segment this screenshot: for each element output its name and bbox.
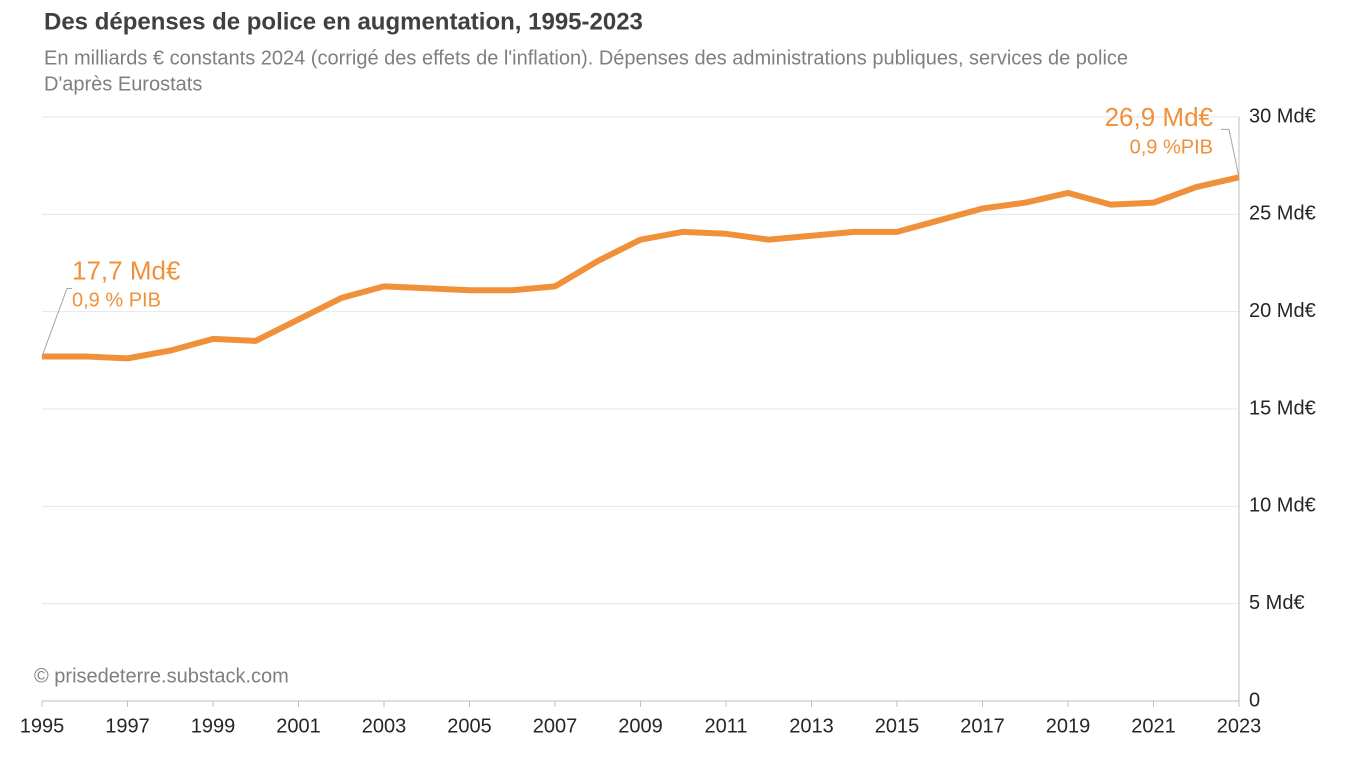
y-tick-label: 0 <box>1249 689 1260 711</box>
chart-source: D'après Eurostats <box>44 73 202 95</box>
x-tick-label: 2013 <box>789 715 834 737</box>
x-tick-label: 2009 <box>618 715 663 737</box>
x-tick-label: 2021 <box>1131 715 1176 737</box>
chart-title: Des dépenses de police en augmentation, … <box>44 8 643 35</box>
x-tick-label: 2015 <box>875 715 920 737</box>
y-tick-label: 20 Md€ <box>1249 300 1316 322</box>
y-tick-label: 15 Md€ <box>1249 397 1316 419</box>
annotation-note: 0,9 % PIB <box>72 290 161 312</box>
x-tick-label: 2017 <box>960 715 1005 737</box>
x-tick-label: 2005 <box>447 715 492 737</box>
annotation-label: 17,7 Md€ <box>72 255 181 285</box>
chart-subtitle: En milliards € constants 2024 (corrigé d… <box>44 47 1128 69</box>
y-tick-label: 5 Md€ <box>1249 592 1305 614</box>
y-tick-label: 25 Md€ <box>1249 203 1316 225</box>
x-tick-label: 1999 <box>191 715 236 737</box>
x-tick-label: 1995 <box>20 715 65 737</box>
x-tick-label: 2007 <box>533 715 578 737</box>
y-tick-label: 30 Md€ <box>1249 105 1316 127</box>
x-tick-label: 2019 <box>1046 715 1091 737</box>
x-tick-label: 1997 <box>105 715 150 737</box>
data-line <box>42 174 1240 362</box>
x-tick-label: 2003 <box>362 715 407 737</box>
credit: © prisedeterre.substack.com <box>34 665 289 687</box>
annotation-note: 0,9 %PIB <box>1130 137 1213 159</box>
x-tick-label: 2023 <box>1217 715 1262 737</box>
x-tick-label: 2001 <box>276 715 321 737</box>
annotation-label: 26,9 Md€ <box>1105 102 1214 132</box>
y-tick-label: 10 Md€ <box>1249 495 1316 517</box>
x-tick-label: 2011 <box>704 715 747 737</box>
annotation-leader <box>41 287 72 357</box>
annotation-leader <box>1221 128 1240 178</box>
